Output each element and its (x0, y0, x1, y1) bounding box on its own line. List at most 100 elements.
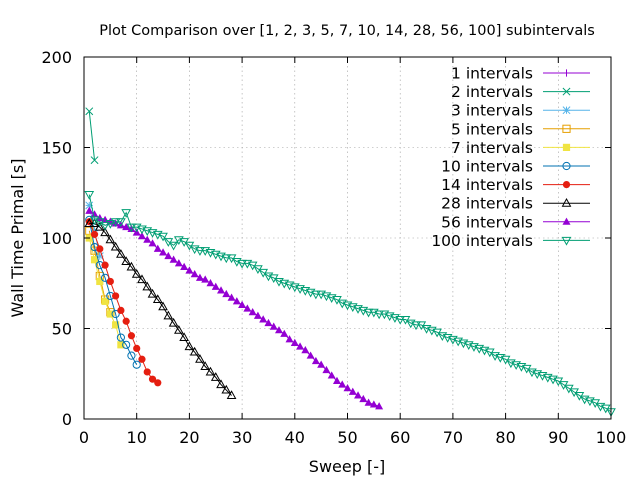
legend-label: 100 intervals (431, 232, 533, 250)
series-8 (84, 218, 237, 399)
data-point (90, 156, 99, 165)
data-point (95, 252, 104, 261)
legend-marker (562, 69, 571, 77)
data-point (89, 218, 100, 228)
data-point (290, 338, 299, 346)
data-point (164, 251, 173, 260)
data-point (85, 107, 94, 116)
data-point (127, 224, 136, 232)
x-tick-label: 70 (443, 428, 463, 447)
series-9 (85, 206, 384, 410)
data-point (158, 232, 168, 242)
y-tick-label: 200 (41, 48, 72, 67)
data-point (159, 248, 168, 256)
legend-marker (561, 236, 572, 246)
data-point (117, 341, 125, 349)
data-point (317, 360, 326, 368)
legend-item: 3 intervals (451, 102, 590, 120)
data-point (332, 376, 341, 384)
data-point (96, 245, 104, 253)
legend-label: 10 intervals (441, 158, 533, 176)
data-point (369, 400, 378, 408)
data-point (221, 384, 232, 394)
data-point (296, 342, 305, 350)
data-point (90, 226, 99, 235)
data-point (154, 379, 162, 387)
data-point (105, 220, 116, 229)
data-point (143, 235, 152, 243)
legend-marker (562, 143, 571, 151)
data-point (105, 234, 116, 244)
data-point (142, 281, 153, 291)
legend-item: 100 intervals (431, 232, 590, 250)
data-point (216, 379, 226, 389)
legend-label: 3 intervals (451, 102, 533, 120)
data-point (184, 341, 195, 351)
data-point (174, 259, 183, 267)
data-point (232, 297, 241, 305)
data-point (190, 270, 199, 278)
data-point (137, 274, 147, 284)
data-point (90, 256, 99, 264)
data-point (264, 318, 273, 327)
data-point (306, 351, 315, 359)
legend-label: 7 intervals (451, 139, 533, 157)
data-point (127, 351, 136, 360)
data-point (110, 241, 121, 251)
data-point (112, 292, 120, 300)
data-point (110, 218, 121, 227)
legend-item: 2 intervals (451, 83, 590, 101)
legend-marker (561, 197, 572, 207)
data-point (148, 375, 157, 383)
data-point (363, 308, 374, 318)
axis-ticks: 0 10 20 30 40 50 60 70 80 90 100 0 50 100 150 200 (41, 48, 626, 447)
x-tick-label: 50 (337, 428, 357, 447)
x-tick-label: 30 (232, 428, 252, 447)
data-point (132, 360, 141, 369)
data-point (180, 262, 189, 270)
data-point (174, 325, 184, 334)
x-tick-label: 90 (548, 428, 568, 447)
data-point (84, 191, 95, 200)
data-point (96, 277, 104, 286)
data-point (84, 218, 95, 228)
data-point (248, 308, 257, 316)
x-tick-label: 60 (390, 428, 410, 447)
series-10 (84, 191, 616, 417)
y-tick-label: 50 (52, 320, 72, 339)
data-point (111, 309, 120, 319)
data-point (179, 332, 189, 342)
data-point (126, 223, 137, 233)
data-point (122, 222, 131, 231)
legend-item: 7 intervals (451, 139, 590, 157)
x-tick-label: 40 (285, 428, 305, 447)
series-line (88, 219, 138, 365)
data-point (117, 306, 125, 314)
data-point (126, 261, 137, 271)
data-point (359, 394, 368, 403)
data-point (116, 249, 126, 258)
y-axis-label: Wall Time Primal [s] (8, 159, 27, 318)
data-point (111, 219, 120, 227)
data-point (116, 221, 125, 229)
data-point (131, 268, 142, 278)
data-point (243, 304, 252, 312)
data-point (168, 241, 179, 251)
data-point (153, 244, 162, 252)
legend-label: 14 intervals (441, 176, 533, 194)
legend-marker (562, 106, 571, 115)
data-point (112, 321, 120, 329)
data-point (195, 247, 205, 256)
data-point (148, 239, 157, 247)
data-point (195, 273, 204, 281)
data-point (121, 256, 132, 266)
data-point (322, 365, 331, 374)
legend-item: 5 intervals (451, 120, 590, 138)
data-point (210, 372, 221, 381)
x-axis-label: Sweep [-] (309, 457, 385, 476)
y-tick-label: 100 (41, 229, 72, 248)
data-point (217, 286, 226, 294)
legend-item: 28 intervals (441, 195, 590, 213)
data-point (158, 301, 168, 311)
